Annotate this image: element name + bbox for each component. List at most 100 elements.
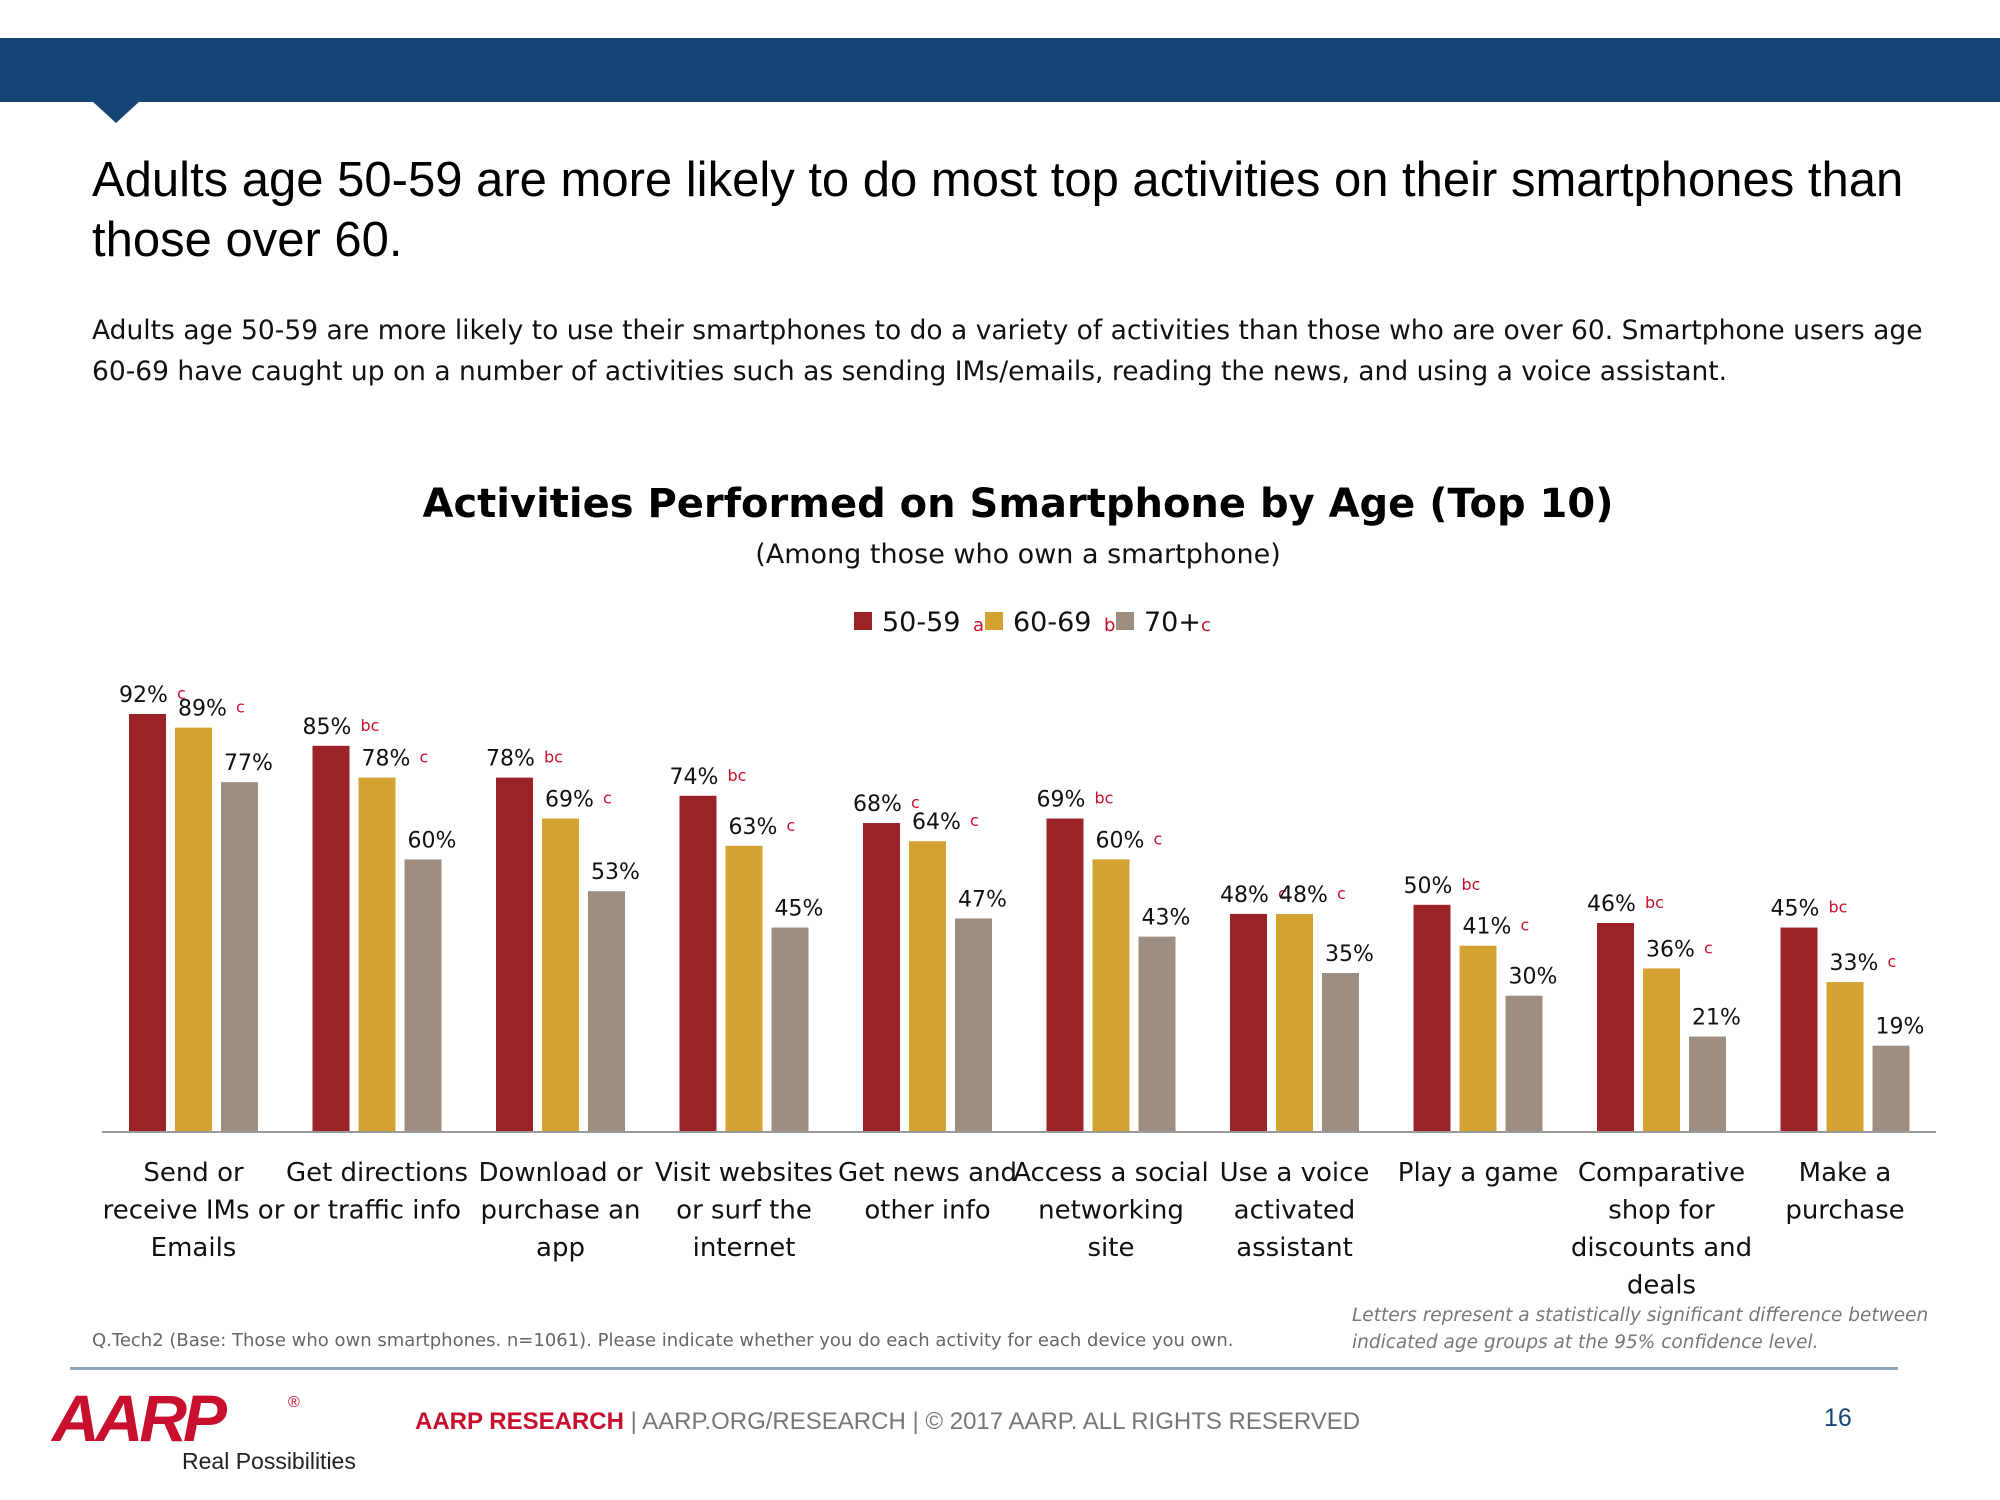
bar-6-60-69 (1092, 859, 1130, 1132)
value-label-1-60-69: 89% (178, 697, 227, 722)
category-label-line: shop for (1608, 1196, 1715, 1226)
header-bar (0, 38, 2000, 102)
aarp-logo-tagline: Real Possibilities (182, 1448, 356, 1474)
bar-9-60-69 (1643, 968, 1680, 1132)
significance-letter-7-60-69: c (1337, 884, 1346, 903)
bar-2-60-69 (358, 777, 396, 1132)
value-label-7-70+: 35% (1325, 942, 1374, 967)
bar-8-50-59 (1413, 904, 1451, 1132)
value-label-7-60-69: 48% (1279, 883, 1328, 908)
category-label-line: Download or (478, 1158, 642, 1188)
value-label-6-70+: 43% (1142, 906, 1191, 931)
category-label-1: Send or receive IMs or Emails (103, 1158, 285, 1263)
category-label-line: Use a voice (1220, 1158, 1370, 1188)
legend-swatch-2 (985, 612, 1003, 630)
legend-letter-2: b (1104, 615, 1115, 636)
bar-2-70+ (404, 859, 442, 1132)
category-label-line: Comparative (1578, 1158, 1745, 1188)
value-label-2-60-69: 78% (362, 747, 411, 772)
value-label-9-50-59: 46% (1587, 892, 1636, 917)
category-label-line: deals (1627, 1271, 1696, 1301)
value-label-2-50-59: 85% (303, 715, 352, 740)
bar-10-60-69 (1826, 982, 1864, 1132)
category-label-line: Visit websites (655, 1158, 833, 1188)
legend-label-2: 60-69 (1013, 607, 1091, 638)
category-label-7: Use a voice activated assistant (1220, 1158, 1370, 1263)
significance-letter-5-60-69: c (970, 811, 979, 830)
significance-letter-4-50-59: bc (728, 766, 747, 785)
legend-label-1: 50-59 (882, 607, 960, 638)
bar-6-70+ (1138, 936, 1176, 1132)
category-label-line: or surf the (676, 1196, 812, 1226)
value-label-1-70+: 77% (224, 751, 273, 776)
category-label-line: Get directions (286, 1158, 468, 1188)
significance-letter-5-50-59: c (911, 793, 920, 812)
value-label-10-60-69: 33% (1830, 951, 1879, 976)
category-label-line: other info (864, 1196, 990, 1226)
bar-8-60-69 (1459, 945, 1497, 1132)
category-label-line: internet (693, 1233, 796, 1263)
significance-letter-6-50-59: bc (1095, 789, 1114, 808)
legend-swatch-3 (1116, 612, 1134, 630)
category-label-line: site (1088, 1233, 1135, 1263)
bar-2-50-59 (312, 745, 350, 1132)
value-label-2-70+: 60% (408, 828, 457, 853)
category-label-6: Access a social networking site (1013, 1158, 1209, 1263)
value-label-8-50-59: 50% (1404, 874, 1453, 899)
value-label-4-50-59: 74% (670, 765, 719, 790)
category-label-line: activated (1234, 1196, 1356, 1226)
significance-letter-3-50-59: bc (544, 748, 563, 767)
value-label-10-50-59: 45% (1771, 897, 1820, 922)
bar-6-50-59 (1046, 818, 1084, 1132)
significance-letter-3-60-69: c (603, 789, 612, 808)
category-label-3: Download or purchase an app (478, 1158, 642, 1263)
footer-divider (70, 1367, 1898, 1370)
significance-letter-9-60-69: c (1704, 938, 1713, 957)
significance-letter-4-60-69: c (787, 816, 796, 835)
category-label-line: purchase (1785, 1196, 1904, 1226)
category-label-2: Get directions or traffic info (286, 1158, 468, 1226)
aarp-logo-registered: ® (288, 1394, 300, 1411)
bar-5-70+ (955, 918, 992, 1132)
bar-10-70+ (1872, 1045, 1910, 1132)
footer-brand: AARP RESEARCH (415, 1408, 624, 1435)
chart-title: Activities Performed on Smartphone by Ag… (423, 481, 1614, 527)
significance-letter-10-50-59: bc (1829, 898, 1848, 917)
category-label-9: Comparative shop for discounts and deals (1571, 1158, 1752, 1301)
significance-letter-9-50-59: bc (1645, 893, 1664, 912)
category-label-line: assistant (1236, 1233, 1353, 1263)
category-label-line: Send or (143, 1158, 244, 1188)
page-number: 16 (1824, 1404, 1852, 1432)
value-label-5-70+: 47% (958, 887, 1007, 912)
bar-5-50-59 (863, 823, 900, 1132)
value-label-8-60-69: 41% (1463, 915, 1512, 940)
category-label-line: app (536, 1233, 585, 1263)
aarp-logo: AARP ® (50, 1385, 300, 1455)
significance-letter-1-60-69: c (236, 698, 245, 717)
significance-note: Letters represent a statistically signif… (1352, 1305, 1929, 1353)
category-label-line: purchase an (480, 1196, 640, 1226)
bar-3-50-59 (496, 777, 533, 1132)
significance-letter-10-60-69: c (1888, 952, 1897, 971)
bar-9-50-59 (1597, 923, 1634, 1132)
footer-credits: AARP RESEARCH | AARP.ORG/RESEARCH | © 20… (415, 1408, 1360, 1436)
bar-1-50-59 (129, 714, 166, 1132)
category-label-line: Make a (1799, 1158, 1892, 1188)
category-label-line: Play a game (1398, 1158, 1558, 1188)
category-label-line: discounts and (1571, 1233, 1752, 1263)
value-label-6-50-59: 69% (1037, 788, 1086, 813)
legend-letter-3: c (1201, 615, 1211, 636)
bar-1-70+ (221, 782, 258, 1132)
value-label-6-60-69: 60% (1096, 828, 1145, 853)
category-label-line: receive IMs or (103, 1196, 285, 1226)
value-label-3-60-69: 69% (545, 788, 594, 813)
bar-8-70+ (1505, 995, 1543, 1132)
category-label-4: Visit websites or surf the internet (655, 1158, 833, 1263)
category-label-line: Get news and (838, 1158, 1017, 1188)
bar-4-60-69 (725, 845, 763, 1132)
chart-subtitle: (Among those who own a smartphone) (755, 539, 1281, 570)
category-label-line: networking (1038, 1196, 1184, 1226)
slide-subtext: Adults age 50-59 are more likely to use … (92, 315, 1923, 387)
